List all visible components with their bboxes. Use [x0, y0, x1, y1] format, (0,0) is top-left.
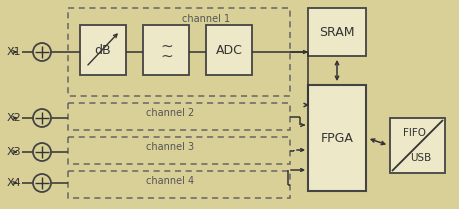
Text: dB: dB — [95, 43, 112, 56]
Bar — [68, 103, 290, 130]
Text: $\sim$: $\sim$ — [158, 37, 174, 52]
Bar — [68, 171, 290, 198]
Text: X3: X3 — [7, 147, 21, 157]
Bar — [308, 8, 366, 56]
Text: FPGA: FPGA — [320, 131, 353, 144]
Text: FIFO: FIFO — [403, 128, 426, 138]
Text: X2: X2 — [6, 113, 22, 123]
Text: X4: X4 — [6, 178, 22, 188]
Bar — [68, 137, 290, 164]
Bar — [390, 118, 445, 173]
Text: channel 3: channel 3 — [146, 142, 194, 152]
Bar — [80, 25, 126, 75]
Text: channel 1: channel 1 — [182, 14, 230, 24]
Bar — [308, 85, 366, 191]
Text: ADC: ADC — [216, 43, 242, 56]
Text: channel 2: channel 2 — [146, 108, 194, 118]
Bar — [206, 25, 252, 75]
Text: channel 4: channel 4 — [146, 176, 194, 186]
Bar — [143, 25, 189, 75]
Text: SRAM: SRAM — [319, 25, 355, 38]
Text: USB: USB — [410, 153, 431, 163]
Bar — [68, 8, 290, 96]
Text: X1: X1 — [7, 47, 21, 57]
Text: $\sim$: $\sim$ — [158, 47, 174, 62]
